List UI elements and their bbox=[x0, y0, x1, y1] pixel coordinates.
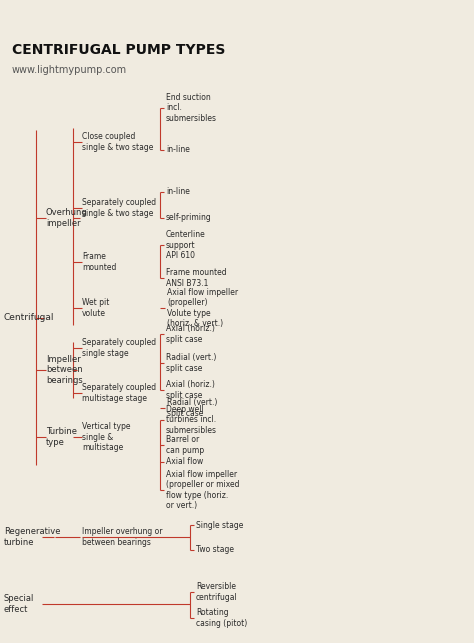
Text: in-line: in-line bbox=[166, 188, 190, 197]
Text: Wet pit
volute: Wet pit volute bbox=[82, 298, 109, 318]
Text: Axial (horiz.)
split case: Axial (horiz.) split case bbox=[166, 380, 215, 400]
Text: Regenerative
turbine: Regenerative turbine bbox=[4, 527, 61, 547]
Text: Radial (vert.)
split case: Radial (vert.) split case bbox=[167, 398, 218, 418]
Text: Impeller overhung or
between bearings: Impeller overhung or between bearings bbox=[82, 527, 163, 547]
Text: Special
effect: Special effect bbox=[4, 594, 35, 613]
Text: Axial flow: Axial flow bbox=[166, 458, 203, 467]
Text: Separately coupled
single stage: Separately coupled single stage bbox=[82, 338, 156, 358]
Text: Centerline
support
API 610: Centerline support API 610 bbox=[166, 230, 206, 260]
Text: Vertical type
single &
multistage: Vertical type single & multistage bbox=[82, 422, 130, 452]
Text: Axial flow impeller
(propeller)
Volute type
(horiz. & vert.): Axial flow impeller (propeller) Volute t… bbox=[167, 288, 238, 328]
Text: End suction
incl.
submersibles: End suction incl. submersibles bbox=[166, 93, 217, 123]
Text: Single stage: Single stage bbox=[196, 520, 243, 529]
Text: Close coupled
single & two stage: Close coupled single & two stage bbox=[82, 132, 154, 152]
Text: Separately coupled
multistage stage: Separately coupled multistage stage bbox=[82, 383, 156, 403]
Text: Separately coupled
single & two stage: Separately coupled single & two stage bbox=[82, 198, 156, 218]
Text: Frame
mounted: Frame mounted bbox=[82, 252, 117, 272]
Text: Overhung
impeller: Overhung impeller bbox=[46, 208, 88, 228]
Text: Centrifugal: Centrifugal bbox=[4, 314, 55, 323]
Text: CENTRIFUGAL PUMP TYPES: CENTRIFUGAL PUMP TYPES bbox=[12, 43, 225, 57]
Text: Rotating
casing (pitot): Rotating casing (pitot) bbox=[196, 608, 247, 628]
Text: in-line: in-line bbox=[166, 145, 190, 154]
Text: self-priming: self-priming bbox=[166, 213, 212, 222]
Text: Frame mounted
ANSI B73.1: Frame mounted ANSI B73.1 bbox=[166, 268, 227, 287]
Text: Axial (horiz.)
split case: Axial (horiz.) split case bbox=[166, 324, 215, 344]
Text: Barrel or
can pump: Barrel or can pump bbox=[166, 435, 204, 455]
Text: www.lightmypump.com: www.lightmypump.com bbox=[12, 65, 127, 75]
Text: Axial flow impeller
(propeller or mixed
flow type (horiz.
or vert.): Axial flow impeller (propeller or mixed … bbox=[166, 470, 239, 510]
Text: Radial (vert.)
split case: Radial (vert.) split case bbox=[166, 353, 216, 373]
Text: Turbine
type: Turbine type bbox=[46, 428, 77, 447]
Text: Two stage: Two stage bbox=[196, 545, 234, 554]
Text: Reversible
centrifugal: Reversible centrifugal bbox=[196, 583, 238, 602]
Text: Deep well
turbines incl.
submersibles: Deep well turbines incl. submersibles bbox=[166, 405, 217, 435]
Text: Impeller
between
bearings: Impeller between bearings bbox=[46, 355, 83, 385]
